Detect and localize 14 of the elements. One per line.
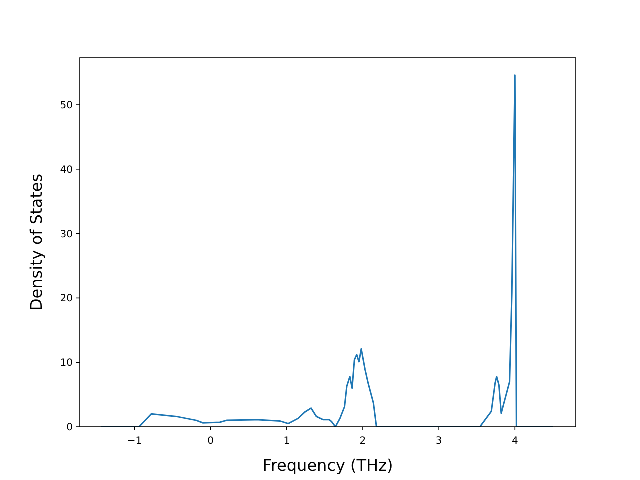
y-tick-label: 30 <box>60 229 73 240</box>
x-tick-label: 1 <box>284 436 290 447</box>
x-axis-title: Frequency (THz) <box>262 456 394 475</box>
x-tick-label: 4 <box>512 436 518 447</box>
x-tick-label: 0 <box>208 436 214 447</box>
y-tick-label: 10 <box>60 358 73 370</box>
y-tick-label: 0 <box>66 422 73 434</box>
x-tick-label: −1 <box>127 436 142 447</box>
y-axis-title: Density of States <box>27 174 46 312</box>
x-tick-label: 2 <box>360 436 366 447</box>
y-tick-label: 50 <box>60 100 73 112</box>
y-tick-label: 20 <box>60 294 73 305</box>
x-tick-label: 3 <box>436 436 442 447</box>
y-tick-label: 40 <box>60 164 73 176</box>
